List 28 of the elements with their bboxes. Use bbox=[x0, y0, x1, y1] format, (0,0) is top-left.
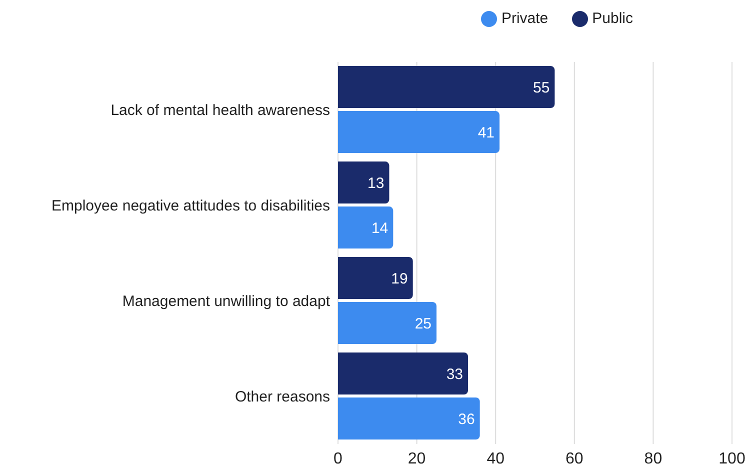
x-tick-label: 40 bbox=[486, 450, 505, 464]
x-tick-label: 20 bbox=[408, 450, 426, 464]
x-tick-label: 80 bbox=[644, 450, 662, 464]
data-label: 25 bbox=[414, 315, 432, 332]
legend-label: Private bbox=[501, 10, 548, 27]
y-tick-label: Employee negative attitudes to disabilities bbox=[52, 198, 330, 215]
bar bbox=[338, 206, 394, 249]
x-tick-label: 100 bbox=[718, 450, 746, 464]
bar bbox=[338, 352, 468, 395]
data-label: 33 bbox=[446, 366, 464, 383]
y-tick-label: Lack of mental health awareness bbox=[110, 102, 330, 120]
bar bbox=[338, 398, 480, 440]
data-label: 36 bbox=[458, 410, 475, 428]
data-label: 55 bbox=[533, 79, 550, 96]
bar bbox=[338, 66, 555, 108]
legend-label: Public bbox=[592, 10, 633, 27]
data-label: 14 bbox=[371, 220, 388, 237]
bar bbox=[338, 302, 436, 344]
y-tick-label: Management unwilling to adapt bbox=[122, 293, 331, 310]
x-tick-label: 0 bbox=[334, 450, 343, 464]
x-tick-label: 60 bbox=[566, 450, 584, 464]
data-label: 13 bbox=[368, 174, 384, 192]
y-tick-label: Other reasons bbox=[234, 388, 330, 406]
bar bbox=[338, 111, 500, 154]
bar bbox=[338, 257, 413, 300]
data-label: 41 bbox=[478, 124, 495, 142]
data-label: 19 bbox=[391, 270, 408, 288]
bar bbox=[338, 162, 390, 204]
